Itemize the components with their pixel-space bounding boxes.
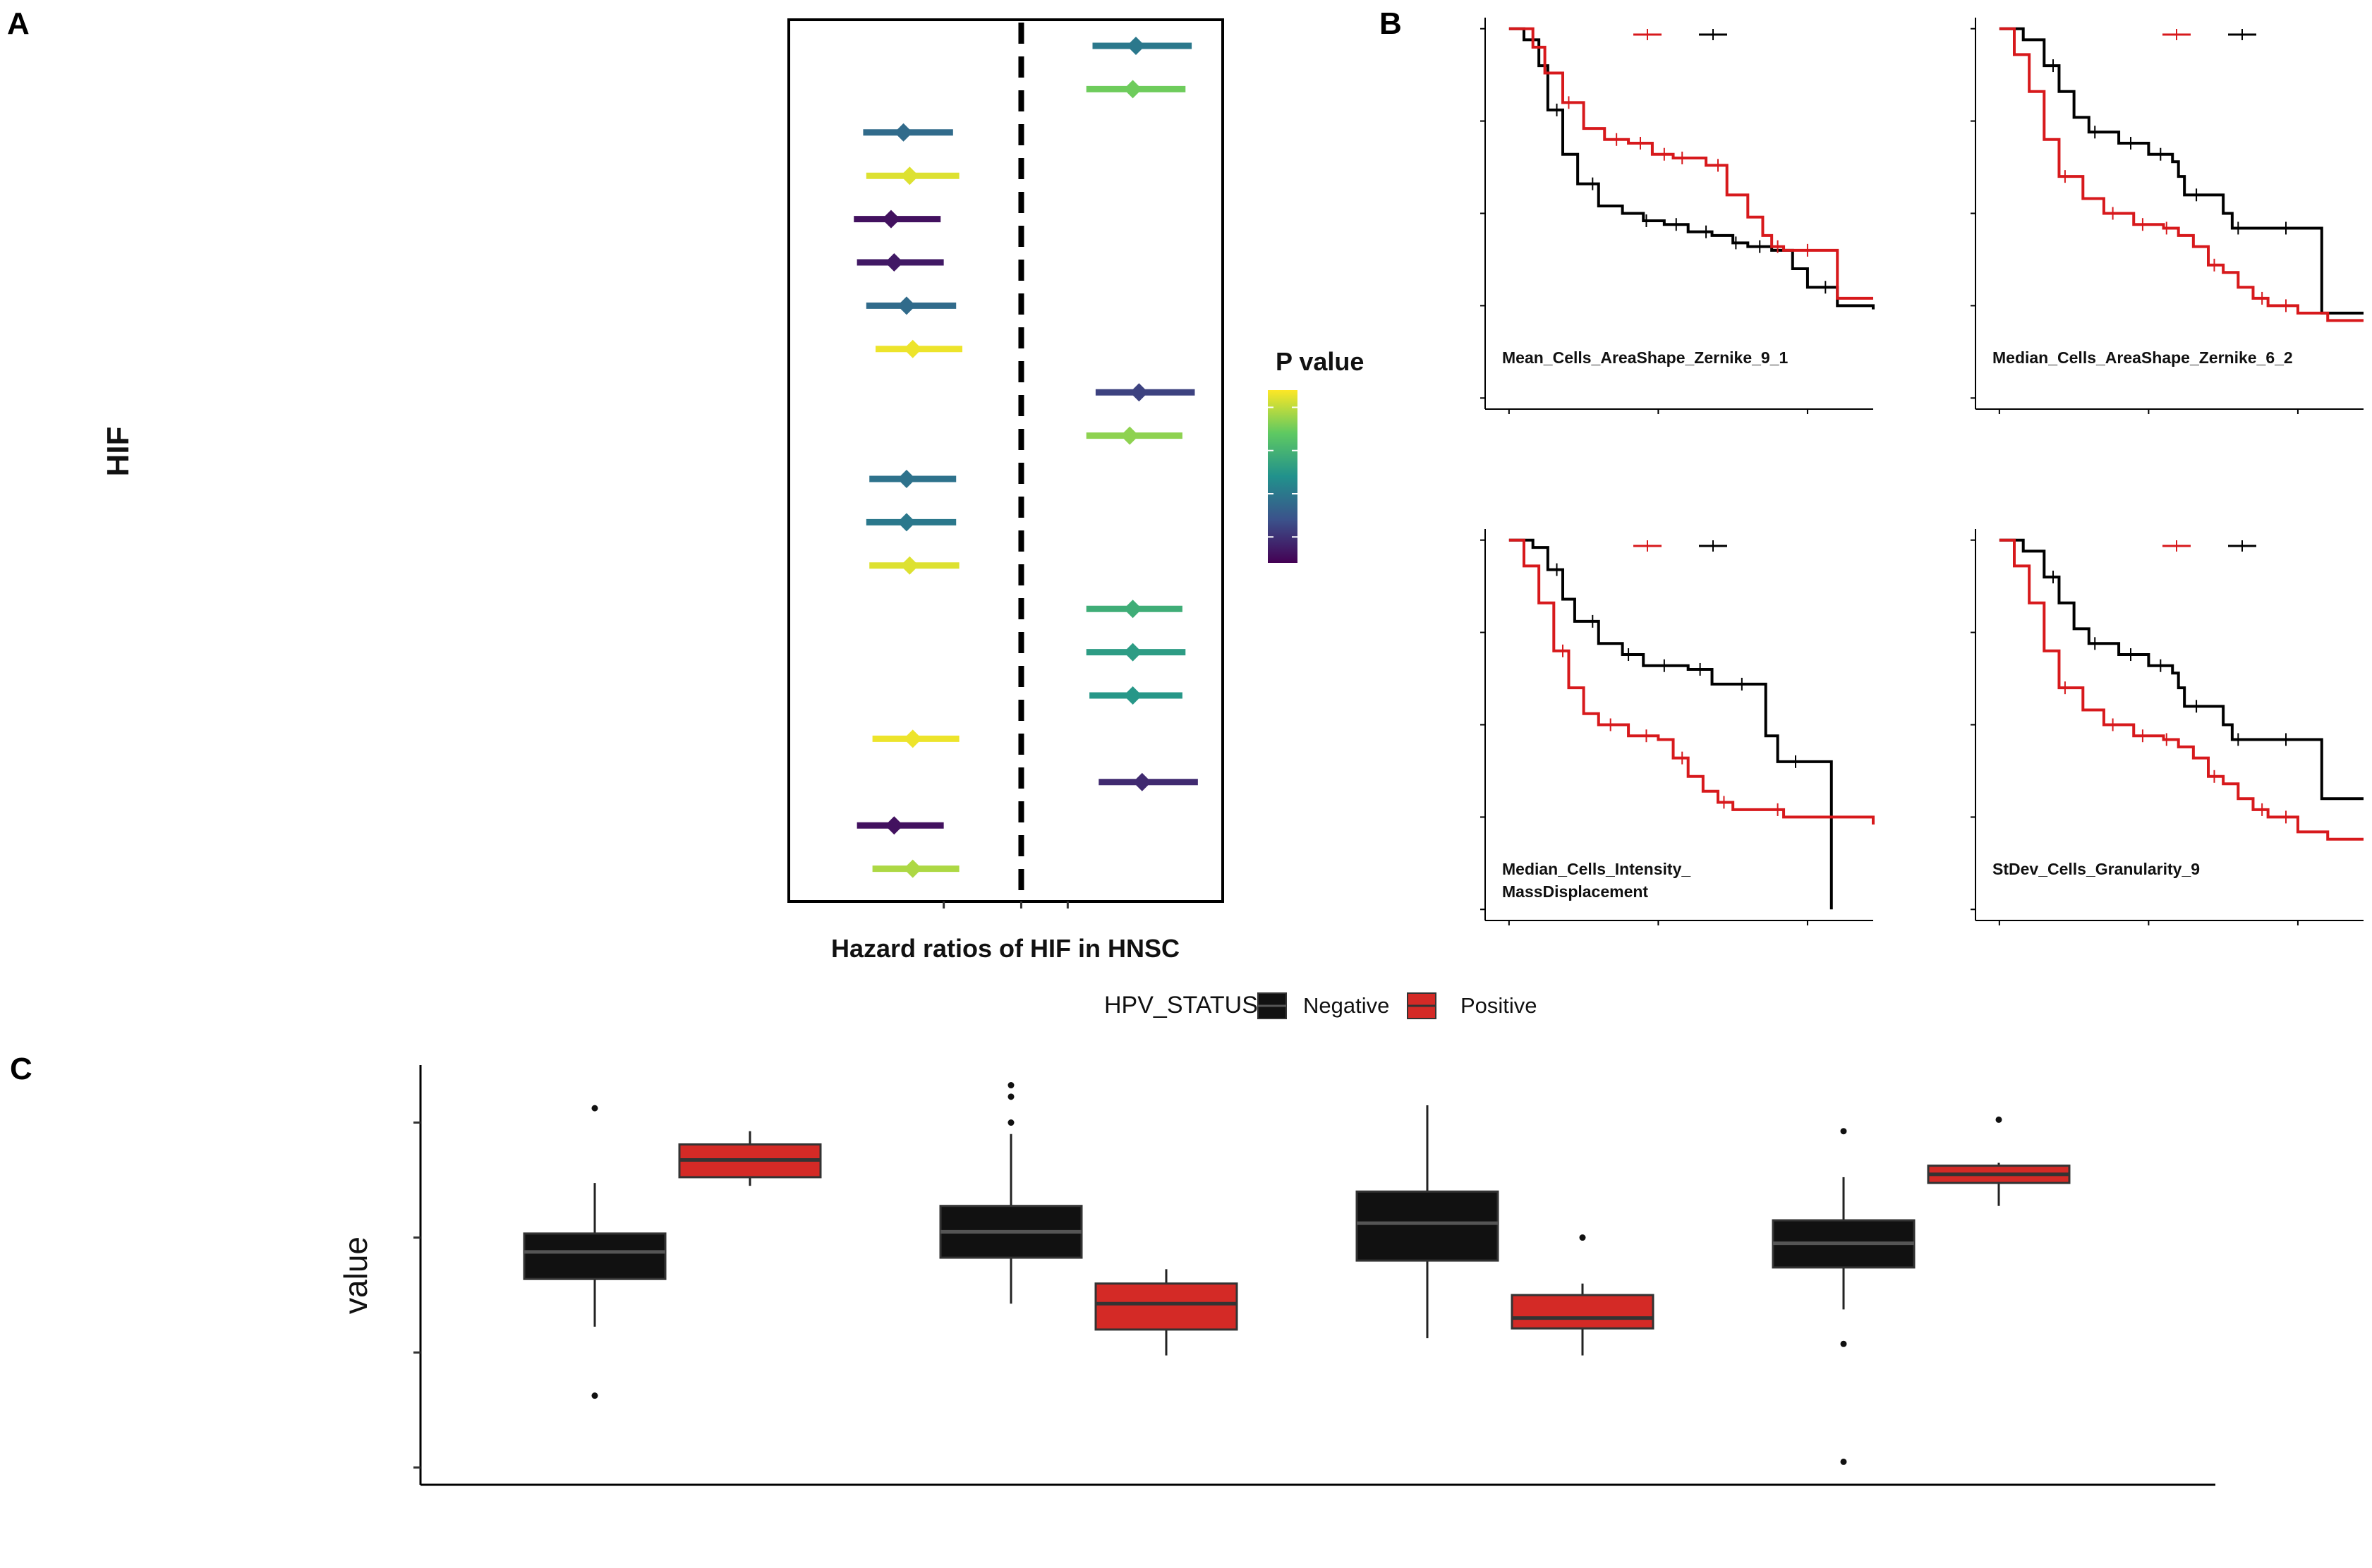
forest-y-axis-title: HIF [101, 427, 135, 477]
km-feature-label: Mean_Cells_AreaShape_Zernike_9_1 [1502, 348, 1788, 367]
forest-hr-point [1132, 772, 1151, 791]
forest-hr-point [885, 816, 904, 835]
forest-x-axis-title: Hazard ratios of HIF in HNSC [831, 934, 1180, 963]
hpv-legend: HPV_STATUS Negative Positive [1104, 992, 1537, 1019]
hpv-legend-title: HPV_STATUS [1104, 992, 1258, 1019]
boxplot-group [523, 1105, 822, 1399]
p-value-legend: P value [1268, 347, 1364, 563]
km-curve-high [1508, 538, 1875, 825]
forest-hr-point [903, 729, 922, 748]
km-feature-label: MassDisplacement [1502, 882, 1648, 901]
forest-plot-frame [787, 18, 1224, 903]
forest-hr-point [1123, 643, 1142, 662]
km-plot: StDev_Cells_Granularity_9 [1971, 529, 2364, 925]
km-feature-label: Median_Cells_AreaShape_Zernike_6_2 [1992, 348, 2293, 367]
hpv-legend-positive-label: Positive [1460, 993, 1537, 1018]
p-value-legend-ticks [1268, 406, 1297, 538]
forest-hr-point [900, 556, 919, 575]
box-outlier [591, 1392, 598, 1399]
box-negative [1355, 1190, 1499, 1262]
forest-hr-point [1123, 686, 1142, 705]
hpv-legend-negative-label: Negative [1303, 993, 1389, 1018]
forest-hr-point [900, 166, 919, 186]
boxplot-group [1772, 1116, 2071, 1465]
boxplot-y-ticks [413, 1122, 420, 1469]
boxplot-group [1355, 1105, 1654, 1356]
km-plot: Median_Cells_AreaShape_Zernike_6_2 [1971, 18, 2364, 414]
forest-hr-point [1130, 383, 1149, 402]
km-curve-high [1508, 27, 1873, 300]
km-curve-low [1508, 27, 1875, 310]
km-curve-low [1508, 538, 1833, 910]
panel-label-a: A [7, 6, 30, 41]
boxplot-panel: HPV_STATUS Negative Positive value [337, 992, 2215, 1486]
km-plot: Median_Cells_Intensity_ MassDisplacement [1480, 529, 1875, 925]
forest-hr-point [1123, 80, 1142, 99]
box-outlier [1840, 1458, 1847, 1465]
forest-hr-point [881, 209, 900, 229]
forest-hr-point [1127, 37, 1145, 55]
km-plot: Mean_Cells_AreaShape_Zernike_9_1 [1480, 18, 1875, 414]
panel-label-c: C [10, 1052, 32, 1086]
box-outlier [591, 1105, 598, 1112]
forest-hr-point [1120, 426, 1139, 445]
km-feature-label: Median_Cells_Intensity_ [1502, 860, 1690, 878]
forest-hr-point [897, 470, 916, 488]
kaplan-meier-panel: Mean_Cells_AreaShape_Zernike_9_1 Median_C… [1480, 18, 2364, 925]
km-curve-high [1999, 27, 2364, 322]
boxplot-group [939, 1082, 1238, 1356]
box-positive [1094, 1282, 1238, 1331]
p-value-legend-title: P value [1276, 347, 1364, 376]
km-curve-high [1999, 538, 2364, 841]
km-feature-label: StDev_Cells_Granularity_9 [1992, 860, 2200, 878]
forest-x-ticks [943, 901, 1069, 908]
boxplot-y-axis-title: value [337, 1236, 374, 1314]
forest-hr-point [903, 339, 922, 358]
box-outlier [1840, 1128, 1847, 1135]
forest-hr-point [894, 123, 913, 142]
forest-hr-point [885, 253, 904, 272]
box-outlier [1008, 1093, 1015, 1100]
panel-label-b: B [1379, 6, 1402, 41]
forest-hr-point [1123, 600, 1142, 619]
forest-hr-point [903, 859, 922, 878]
box-outlier [1995, 1116, 2002, 1123]
box-outlier [1840, 1340, 1847, 1347]
km-curve-low [1999, 27, 2364, 315]
box-outlier [1008, 1082, 1015, 1089]
box-outlier [1579, 1234, 1586, 1241]
forest-rows [854, 23, 1198, 899]
box-outlier [1008, 1119, 1015, 1126]
boxplot-groups [523, 1082, 2071, 1465]
forest-hr-point [897, 513, 916, 532]
forest-hr-point [897, 296, 916, 315]
box-negative [523, 1232, 667, 1280]
p-value-colorbar [1268, 390, 1297, 563]
km-curve-low [1999, 538, 2364, 801]
box-positive [1511, 1294, 1654, 1330]
forest-plot: Hazard ratios of HIF in HNSC HIF P value [101, 18, 1364, 963]
